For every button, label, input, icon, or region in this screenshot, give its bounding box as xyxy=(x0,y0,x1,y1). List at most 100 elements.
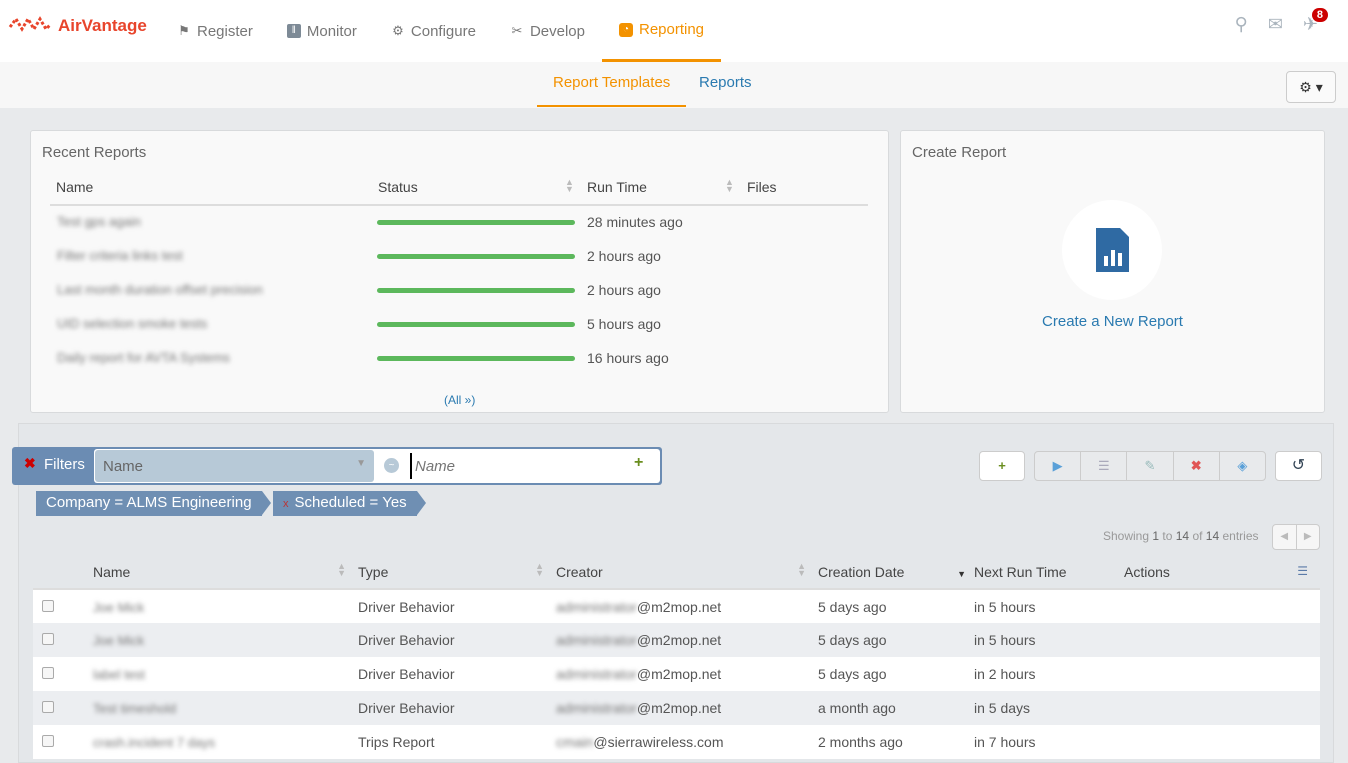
recent-report-row[interactable]: Test gps again 28 minutes ago xyxy=(31,205,888,239)
table-row[interactable]: Joe Mick Driver Behavior administrator@m… xyxy=(33,623,1320,657)
sort-icon: ▲ ▼ xyxy=(797,561,806,578)
clear-filters-icon[interactable]: ✖ xyxy=(24,455,36,471)
row-checkbox[interactable] xyxy=(42,633,54,645)
col-files: Files xyxy=(747,179,777,195)
next-run-time: in 7 hours xyxy=(974,725,1124,759)
progress-bar xyxy=(377,220,575,225)
next-run-time: in 5 days xyxy=(974,691,1124,725)
col-status[interactable]: Status xyxy=(378,179,418,195)
progress-bar xyxy=(377,356,575,361)
sort-icon[interactable]: ▲ ▼ xyxy=(725,177,734,194)
col-next-run[interactable]: Next Run Time xyxy=(974,555,1124,590)
row-checkbox[interactable] xyxy=(42,667,54,679)
template-name[interactable]: crash.incident 7 days xyxy=(93,735,216,750)
report-name[interactable]: Daily report for AVTA Systems xyxy=(57,350,230,365)
run-time: 2 hours ago xyxy=(587,248,661,264)
nav-monitor[interactable]: ‖ Monitor xyxy=(270,0,374,62)
panel-title: Recent Reports xyxy=(42,144,147,161)
remove-chip-icon[interactable]: x xyxy=(283,498,289,510)
tab-reports[interactable]: Reports xyxy=(699,74,752,91)
template-type: Driver Behavior xyxy=(358,691,556,725)
flag-icon: ⚑ xyxy=(178,23,190,38)
mail-icon[interactable]: ✉ xyxy=(1267,14,1283,34)
report-name[interactable]: UID selection smoke tests xyxy=(57,316,208,331)
recent-report-row[interactable]: UID selection smoke tests 5 hours ago xyxy=(31,307,888,341)
nav-label: Configure xyxy=(410,22,476,40)
filter-field-select[interactable]: Name ▼ xyxy=(95,450,374,482)
tools-icon: ✂ xyxy=(511,23,523,38)
filter-value-input[interactable] xyxy=(410,453,620,479)
columns-menu-icon[interactable]: ☰ xyxy=(1297,564,1308,578)
edit-button[interactable]: ✎ xyxy=(1127,452,1174,480)
logo-text: AirVantage xyxy=(58,16,147,35)
sort-icon[interactable]: ▲ ▼ xyxy=(565,177,574,194)
recent-report-row[interactable]: Daily report for AVTA Systems 16 hours a… xyxy=(31,341,888,375)
chevron-down-icon: ▼ xyxy=(356,458,366,469)
nav-configure[interactable]: ⚙ Configure xyxy=(374,0,493,62)
nav-develop[interactable]: ✂ Develop xyxy=(493,0,602,62)
next-run-time: in 2 hours xyxy=(974,657,1124,691)
template-name[interactable]: Joe Mick xyxy=(93,633,145,648)
tab-report-templates[interactable]: Report Templates xyxy=(537,62,687,107)
row-actions xyxy=(1124,691,1320,725)
row-checkbox[interactable] xyxy=(42,701,54,713)
report-name[interactable]: Last month duration offset precision xyxy=(57,282,263,297)
table-row[interactable]: Test timeshold Driver Behavior administr… xyxy=(33,691,1320,725)
table-row[interactable]: crash.incident 7 days Trips Report cmain… xyxy=(33,725,1320,759)
filter-chip-scheduled[interactable]: x Scheduled = Yes xyxy=(273,491,426,516)
announcements-icon[interactable]: ✈ 8 xyxy=(1303,8,1328,35)
add-template-button[interactable]: + xyxy=(979,451,1025,481)
recent-report-row[interactable]: Last month duration offset precision 2 h… xyxy=(31,273,888,307)
template-creator: administrator@m2mop.net xyxy=(556,657,818,691)
col-creator[interactable]: Creator ▲ ▼ xyxy=(556,555,818,590)
airvantage-logo[interactable]: AirVantage xyxy=(8,15,147,37)
col-creation-date[interactable]: Creation Date ▼ xyxy=(818,555,974,590)
report-name[interactable]: Test gps again xyxy=(57,214,141,229)
nav-label: Register xyxy=(197,22,253,40)
settings-dropdown-button[interactable]: ⚙ ▾ xyxy=(1286,71,1336,103)
all-reports-link[interactable]: (All ») xyxy=(444,393,476,407)
template-name[interactable]: label test xyxy=(93,667,146,682)
creation-date: a month ago xyxy=(818,691,974,725)
filter-bar: ✖ Filters Name ▼ ~ + xyxy=(12,447,662,485)
search-icon[interactable]: ⚲ xyxy=(1234,14,1248,34)
nav-reporting[interactable]: ◔ Reporting xyxy=(601,0,722,62)
template-name[interactable]: Test timeshold xyxy=(93,701,177,716)
nav-register[interactable]: ⚑ Register xyxy=(160,0,270,62)
template-type: Driver Behavior xyxy=(358,657,556,691)
panel-title: Create Report xyxy=(912,144,1007,161)
table-row[interactable]: Joe Mick Driver Behavior administrator@m… xyxy=(33,589,1320,623)
report-name[interactable]: Filter criteria links test xyxy=(57,248,183,263)
row-actions xyxy=(1124,589,1320,623)
next-run-time: in 5 hours xyxy=(974,589,1124,623)
operator-icon[interactable]: ~ xyxy=(384,458,399,473)
main-nav: ⚑ Register ‖ Monitor ⚙ Configure ✂ Develop ◔… xyxy=(160,0,722,62)
duplicate-button[interactable]: ◈ xyxy=(1220,452,1265,480)
col-run-time[interactable]: Run Time xyxy=(587,179,647,195)
row-checkbox[interactable] xyxy=(42,599,54,612)
chip-label: Scheduled = Yes xyxy=(294,494,407,511)
delete-button[interactable]: ✖ xyxy=(1174,452,1220,480)
create-report-button[interactable] xyxy=(1062,200,1162,300)
recent-report-row[interactable]: Filter criteria links test 2 hours ago xyxy=(31,239,888,273)
row-checkbox[interactable] xyxy=(42,735,54,747)
col-name[interactable]: Name xyxy=(56,179,94,195)
nav-label: Develop xyxy=(529,22,585,40)
col-name[interactable]: Name ▲ ▼ xyxy=(93,555,358,590)
next-page-button[interactable]: ▶ xyxy=(1303,531,1312,542)
create-new-report-link[interactable]: Create a New Report xyxy=(1042,313,1183,330)
template-creator: administrator@m2mop.net xyxy=(556,589,818,623)
list-button[interactable]: ☰ xyxy=(1081,452,1128,480)
filter-chip-company[interactable]: Company = ALMS Engineering xyxy=(36,491,271,516)
add-filter-icon[interactable]: + xyxy=(634,454,644,471)
template-name[interactable]: Joe Mick xyxy=(93,599,145,615)
prev-page-button[interactable]: ◀ xyxy=(1273,525,1297,549)
creation-date: 5 days ago xyxy=(818,589,974,623)
nav-label: Monitor xyxy=(306,22,357,40)
col-type[interactable]: Type ▲ ▼ xyxy=(358,555,556,590)
template-type: Driver Behavior xyxy=(358,623,556,657)
refresh-button[interactable]: ↺ xyxy=(1275,451,1322,481)
table-row[interactable]: label test Driver Behavior administrator… xyxy=(33,657,1320,691)
templates-table: Name ▲ ▼ Type ▲ ▼ Creator ▲ ▼ Creation Date ▼ N… xyxy=(33,555,1320,759)
run-button[interactable]: ▶ xyxy=(1035,452,1082,480)
